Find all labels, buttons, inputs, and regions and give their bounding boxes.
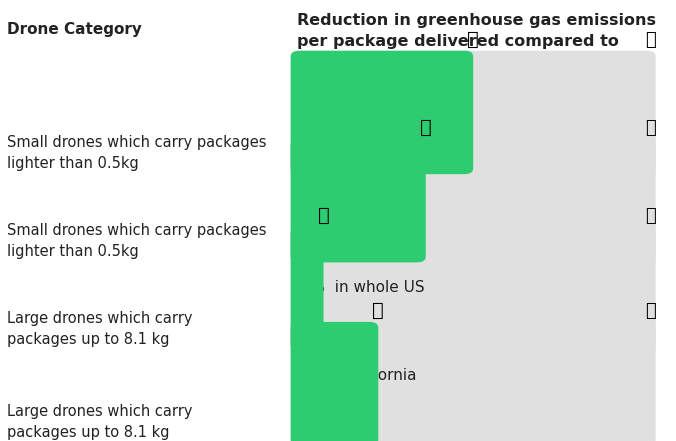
Text: 🚁: 🚁: [467, 30, 479, 49]
Text: 🚁: 🚁: [372, 301, 384, 320]
Text: Small drones which carry packages
lighter than 0.5kg: Small drones which carry packages lighte…: [7, 223, 266, 259]
Text: 🚚: 🚚: [645, 30, 656, 49]
Text: 9%  in California: 9% in California: [291, 368, 416, 383]
Text: 37%  in whole US: 37% in whole US: [291, 280, 425, 295]
FancyBboxPatch shape: [291, 139, 656, 262]
Text: Large drones which carry
packages up to 8.1 kg: Large drones which carry packages up to …: [7, 311, 192, 347]
Text: 🚚: 🚚: [645, 207, 656, 225]
FancyBboxPatch shape: [291, 139, 426, 262]
FancyBboxPatch shape: [291, 322, 656, 441]
Text: Large drones which carry
packages up to 8.1 kg: Large drones which carry packages up to …: [7, 404, 192, 440]
Text: 50%  in California: 50% in California: [291, 192, 426, 207]
Text: Reduction in greenhouse gas emissions
per package delivered compared to
diesel t: Reduction in greenhouse gas emissions pe…: [297, 13, 656, 70]
FancyBboxPatch shape: [291, 227, 656, 351]
Text: 🚁: 🚁: [318, 206, 329, 225]
FancyBboxPatch shape: [291, 322, 379, 441]
FancyBboxPatch shape: [291, 51, 473, 174]
Text: 🚚: 🚚: [645, 119, 656, 137]
Text: 🚚: 🚚: [645, 302, 656, 320]
Text: Small drones which carry packages
lighter than 0.5kg: Small drones which carry packages lighte…: [7, 135, 266, 171]
Text: 🚁: 🚁: [420, 118, 431, 137]
FancyBboxPatch shape: [291, 51, 656, 174]
Text: Drone Category: Drone Category: [7, 22, 142, 37]
FancyBboxPatch shape: [291, 227, 324, 351]
